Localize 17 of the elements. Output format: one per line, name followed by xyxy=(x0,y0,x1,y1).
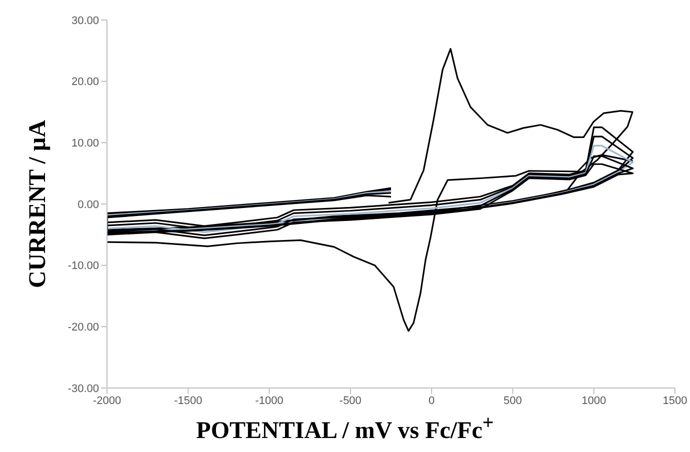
y-tick-label: -30.00 xyxy=(68,382,99,395)
y-tick-label: 30.00 xyxy=(71,14,99,27)
x-tick-label: -1000 xyxy=(255,394,284,407)
x-tick-label: -1500 xyxy=(174,394,202,407)
y-tick-label: -20.00 xyxy=(68,322,99,334)
x-tick-label: 1000 xyxy=(582,394,606,407)
x-tick-label: 1500 xyxy=(662,394,688,407)
y-axis-title: CURRENT / µA xyxy=(25,118,52,290)
x-tick-label: 500 xyxy=(504,394,522,407)
y-tick-label: 20.00 xyxy=(71,76,99,88)
x-axis-title: POTENTIAL / mV vs Fc/Fc$^{+}$ xyxy=(195,412,495,445)
y-tick-label: -10.00 xyxy=(68,260,99,272)
x-tick-label: -500 xyxy=(339,394,362,407)
y-tick-label: 0.00 xyxy=(78,198,99,211)
x-tick-label: 0 xyxy=(428,394,435,407)
y-tick-label: 10.00 xyxy=(71,138,99,150)
x-tick-label: -2000 xyxy=(92,394,122,407)
